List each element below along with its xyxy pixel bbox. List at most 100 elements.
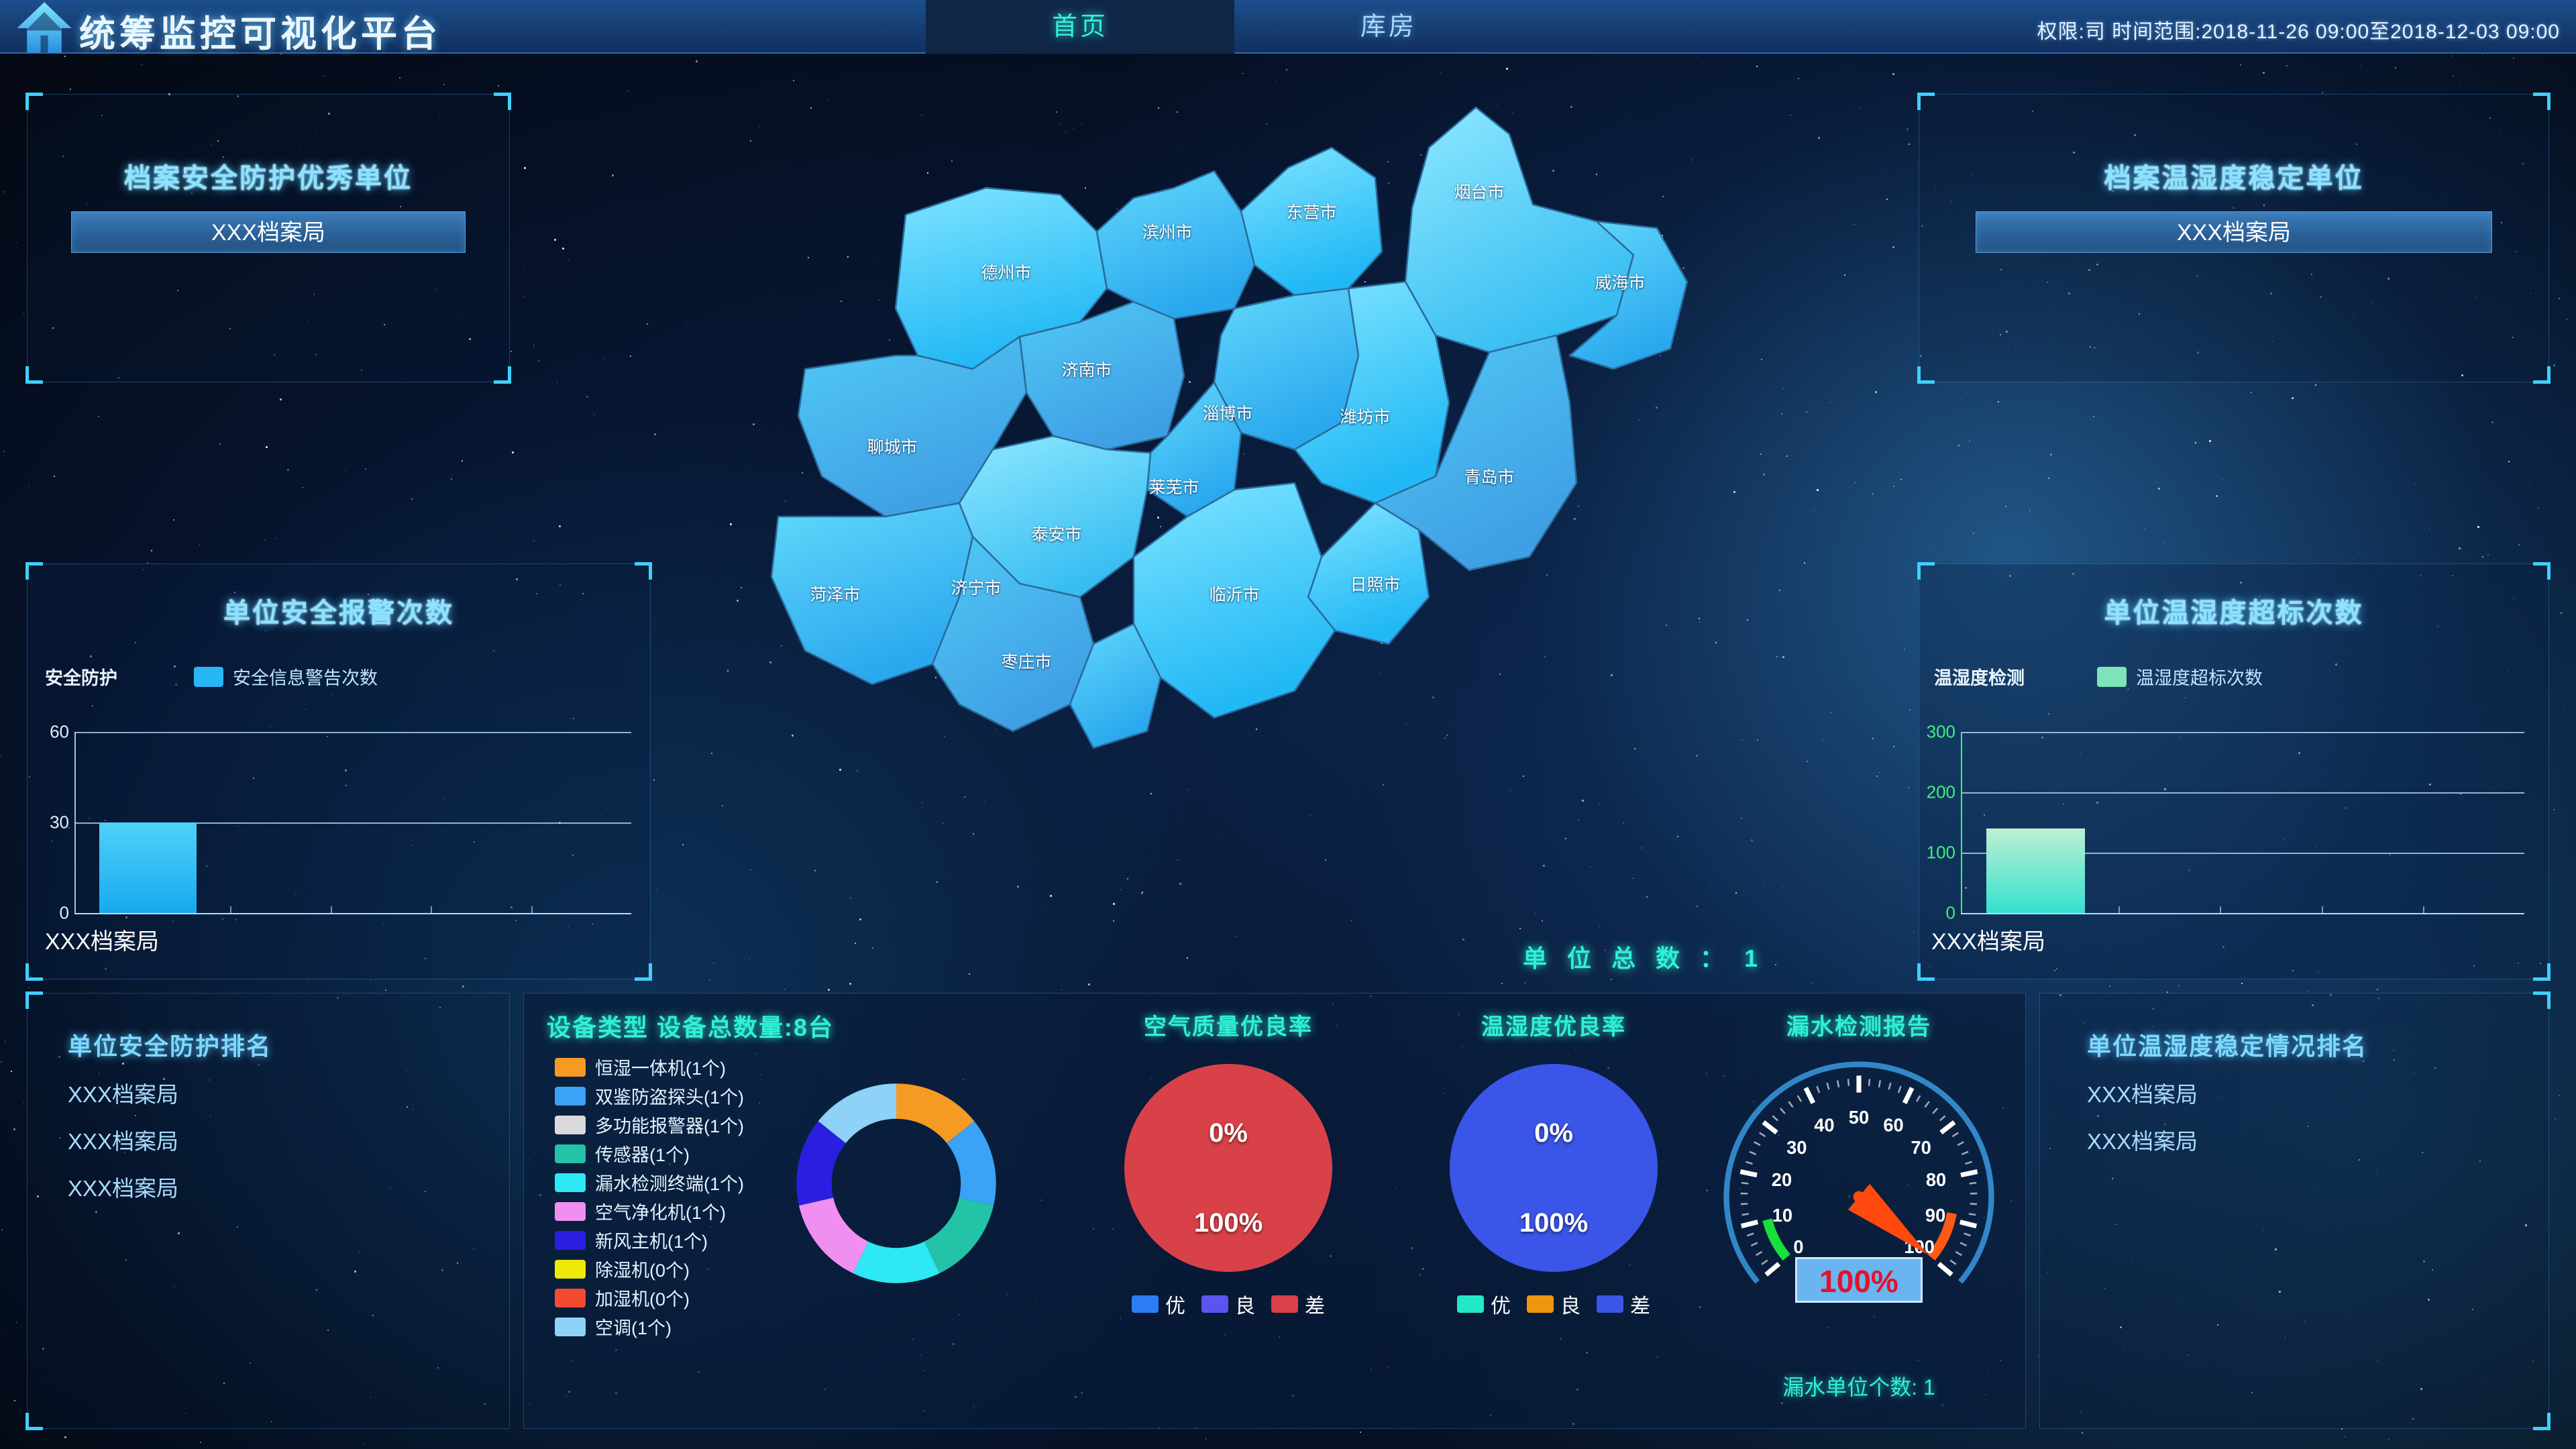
leak-unit-count: 漏水单位个数: 1 — [1782, 1375, 1935, 1399]
device-legend-swatch — [555, 1201, 586, 1221]
security-axis-name: 安全防护 — [45, 668, 117, 688]
x-axis-tick — [2423, 906, 2424, 914]
device-legend-item[interactable]: 新风主机(1个) — [555, 1226, 1050, 1254]
device-donut-chart — [796, 1083, 996, 1283]
humidity-rank-list: XXX档案局 XXX档案局 — [2087, 1077, 2548, 1156]
device-legend-item[interactable]: 双鉴防盗探头(1个) — [555, 1081, 1050, 1110]
gauge-tick — [1960, 1169, 1978, 1178]
security-rank-item[interactable]: XXX档案局 — [68, 1129, 179, 1154]
security-legend-swatch — [194, 666, 223, 687]
gauge-tick — [1750, 1242, 1758, 1247]
humidity-category-label: XXX档案局 — [1931, 929, 2046, 955]
unit-total-label: 单 位 总 数 ： 1 — [1522, 945, 1764, 972]
security-rank-title: 单位安全防护排名 — [68, 1032, 272, 1060]
air-quality-bottom-pct: 100% — [1193, 1208, 1263, 1238]
pie-legend-label: 良 — [1560, 1295, 1580, 1318]
device-legend-label: 漏水检测终端(1个) — [595, 1174, 744, 1194]
pie-legend-item[interactable]: 良 — [1527, 1289, 1580, 1319]
map-city-label: 威海市 — [1595, 274, 1646, 292]
air-quality-legend: 优 良 差 — [1061, 1289, 1396, 1319]
leak-gauge-title: 漏水检测报告 — [1786, 1014, 1931, 1040]
pie-legend-label: 差 — [1305, 1295, 1325, 1318]
gauge-tick-label: 80 — [1926, 1169, 1946, 1190]
pie-legend-item[interactable]: 差 — [1271, 1289, 1325, 1319]
panel-stable-humidity-unit: 档案温湿度稳定单位 XXX档案局 — [1917, 93, 2551, 384]
gauge-tick — [1968, 1213, 1976, 1216]
gauge-tick — [1739, 1169, 1758, 1178]
device-legend-item[interactable]: 传感器(1个) — [555, 1139, 1050, 1168]
gauge-tick-label: 10 — [1772, 1205, 1792, 1226]
gauge-tick — [1754, 1141, 1761, 1146]
gauge-outer-arc — [1723, 1061, 1994, 1284]
gridline — [74, 822, 631, 824]
humidity-rank-item[interactable]: XXX档案局 — [2087, 1082, 2198, 1107]
gauge-tick — [1970, 1203, 1978, 1205]
gauge-tick-label: 20 — [1772, 1169, 1792, 1190]
gauge-tick-label: 50 — [1849, 1107, 1869, 1128]
pie-legend-item[interactable]: 优 — [1132, 1289, 1185, 1319]
map-city-label: 青岛市 — [1464, 468, 1515, 487]
gauge-tick — [1762, 1120, 1778, 1135]
device-legend-item[interactable]: 除湿机(0个) — [555, 1254, 1050, 1283]
panel-security-rank: 单位安全防护排名 XXX档案局 XXX档案局 XXX档案局 — [25, 991, 510, 1430]
tab-home[interactable]: 首页 — [926, 0, 1234, 54]
donut-slice — [798, 1197, 869, 1274]
device-legend-swatch — [555, 1086, 586, 1106]
tab-warehouse[interactable]: 库房 — [1360, 13, 1417, 41]
security-rank-item[interactable]: XXX档案局 — [68, 1176, 179, 1201]
gauge-zone-green — [1762, 1218, 1790, 1261]
y-axis-line — [1961, 732, 1962, 913]
device-legend-item[interactable]: 恒湿一体机(1个) — [555, 1053, 1050, 1081]
pie-legend-swatch — [1457, 1295, 1484, 1313]
gauge-tick — [1764, 1262, 1781, 1277]
device-legend-item[interactable]: 加湿机(0个) — [555, 1283, 1050, 1312]
map-city-label: 临沂市 — [1209, 586, 1260, 604]
x-axis-tick — [230, 906, 231, 914]
gauge-tick — [1902, 1087, 1915, 1104]
leak-gauge-value: 100% — [1795, 1257, 1923, 1303]
device-legend-label: 加湿机(0个) — [595, 1289, 690, 1309]
gauge-tick — [1740, 1203, 1748, 1205]
stable-humidity-unit-title: 档案温湿度稳定单位 — [2104, 164, 2364, 193]
device-legend-item[interactable]: 多功能报警器(1个) — [555, 1110, 1050, 1139]
gauge-tick — [1932, 1108, 1939, 1114]
device-legend-label: 多功能报警器(1个) — [595, 1116, 744, 1136]
panel-security-alarm-chart: 单位安全报警次数 安全防护 安全信息警告次数 0 30 60 XXX档案局 — [25, 562, 652, 981]
air-quality-pie: 0% 100% — [1124, 1064, 1332, 1272]
gauge-tick — [1847, 1079, 1850, 1086]
donut-slice — [818, 1083, 896, 1143]
map-city-label: 日照市 — [1350, 576, 1401, 594]
gauge-tick — [1955, 1250, 1963, 1256]
y-axis-tick: 100 — [1926, 842, 1955, 863]
device-legend-item[interactable]: 漏水检测终端(1个) — [555, 1168, 1050, 1197]
device-legend: 恒湿一体机(1个) 双鉴防盗探头(1个) 多功能报警器(1个) 传感器(1个) … — [555, 1053, 1050, 1341]
device-legend-swatch — [555, 1288, 586, 1307]
pie-legend-swatch — [1597, 1295, 1623, 1313]
gauge-tick-label: 40 — [1814, 1115, 1834, 1136]
map-city-label: 烟台市 — [1454, 183, 1505, 202]
security-rank-item[interactable]: XXX档案局 — [68, 1082, 179, 1107]
device-legend-item[interactable]: 空气净化机(1个) — [555, 1197, 1050, 1226]
gauge-tick — [1746, 1232, 1754, 1237]
pie-legend-item[interactable]: 优 — [1457, 1289, 1511, 1319]
humidity-rank-item[interactable]: XXX档案局 — [2087, 1129, 2198, 1154]
pie-legend-item[interactable]: 良 — [1201, 1289, 1255, 1319]
pie-legend-swatch — [1201, 1295, 1228, 1313]
gauge-tick — [1959, 1220, 1978, 1229]
gauge-tick — [1761, 1259, 1768, 1265]
humidity-quality-bottom-pct: 100% — [1519, 1208, 1589, 1238]
map-city-label: 东营市 — [1286, 203, 1337, 222]
humidity-quality-title: 温湿度优良率 — [1481, 1014, 1626, 1040]
gauge-tick — [1939, 1120, 1956, 1135]
map-svg[interactable] — [704, 87, 1885, 986]
map-city-label: 滨州市 — [1142, 223, 1193, 242]
device-legend-item[interactable]: 空调(1个) — [555, 1312, 1050, 1341]
pie-legend-item[interactable]: 差 — [1597, 1289, 1650, 1319]
pie-legend-label: 优 — [1491, 1295, 1511, 1318]
shandong-map[interactable]: 滨州市 东营市 烟台市 威海市 德州市 济南市 淄博市 潍坊市 青岛市 聊城市 莱芜市 泰安市 日照市菏… — [704, 87, 1885, 986]
x-axis-tick — [331, 906, 332, 914]
gridline — [1961, 732, 2524, 733]
